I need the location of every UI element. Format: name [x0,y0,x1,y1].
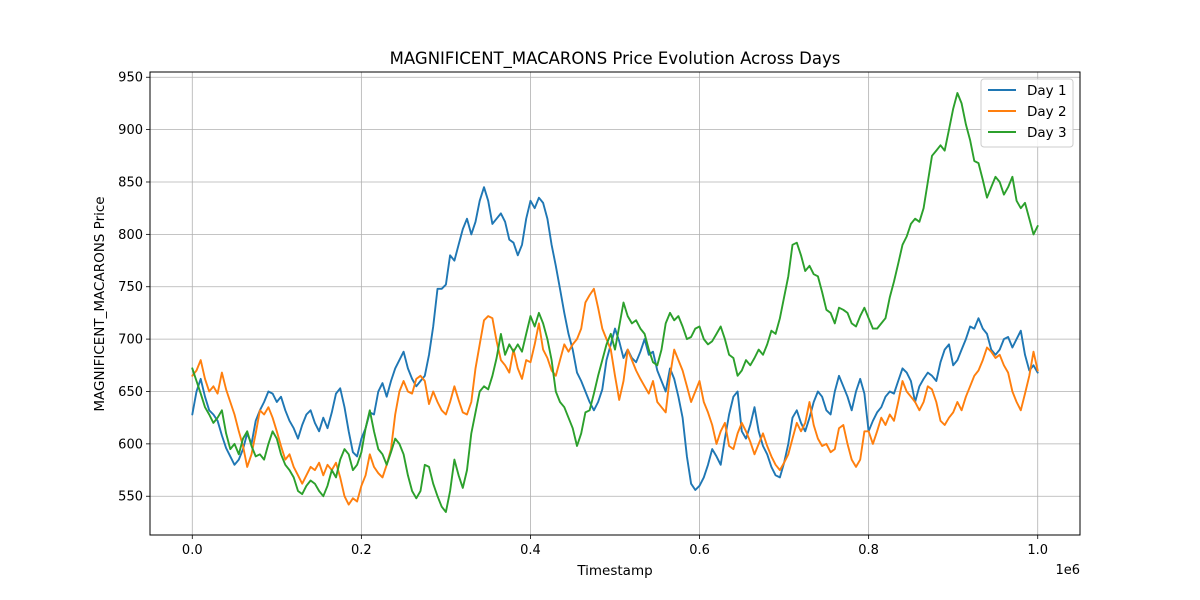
grid [150,72,1080,535]
y-tick-label: 800 [118,228,143,243]
x-tick-label: 0.4 [520,543,541,558]
x-tick-label: 0.6 [689,543,710,558]
y-tick-label: 550 [118,490,143,505]
x-tick-label: 0.8 [858,543,879,558]
chart-title: MAGNIFICENT_MACARONS Price Evolution Acr… [390,49,841,69]
y-tick-label: 600 [118,437,143,452]
y-tick-label: 900 [118,123,143,138]
legend-box [980,78,1074,148]
legend-label-day-3: Day 3 [1027,125,1067,141]
y-tick-label: 750 [118,280,143,295]
x-axis-offset-text: 1e6 [1055,563,1080,578]
legend-label-day-1: Day 1 [1027,83,1067,99]
y-axis-label: MAGNIFICENT_MACARONS Price [92,196,108,411]
x-tick-label: 1.0 [1027,543,1048,558]
y-tick-label: 850 [118,175,143,190]
series-line-day-2 [191,287,1039,506]
series-line-day-1 [191,186,1039,491]
x-tick-label: 0.0 [182,543,203,558]
y-tick-label: 950 [118,71,143,86]
legend: Day 1 Day 2 Day 3 [980,78,1074,148]
x-tick-label: 0.2 [351,543,372,558]
x-axis-label: Timestamp [576,563,652,579]
series-lines [191,92,1039,513]
plot-frame [149,71,1081,536]
axis-ticks: 0.0 0.2 0.4 0.6 0.8 1.0 550 600 650 700 750 800 850 9… [118,71,1048,558]
y-tick-label: 650 [118,385,143,400]
series-line-day-3 [191,92,1039,513]
legend-label-day-2: Day 2 [1027,104,1067,120]
y-tick-label: 700 [118,333,143,348]
